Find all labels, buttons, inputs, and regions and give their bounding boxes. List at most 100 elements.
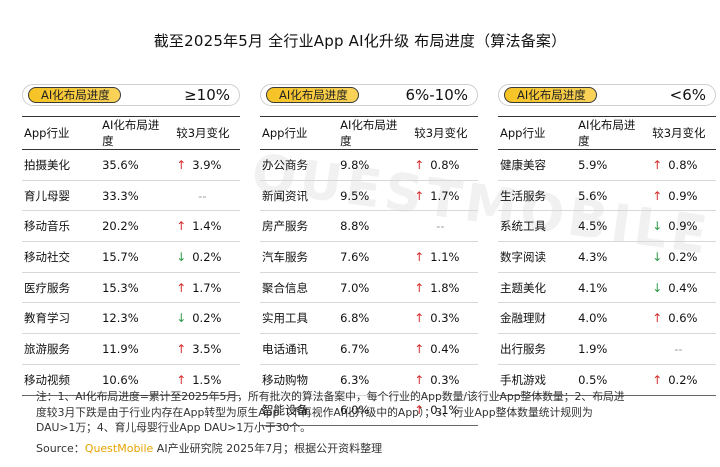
arrow-up-icon: ↑: [414, 311, 425, 326]
progress-cell: 4.5%: [572, 210, 647, 243]
progress-cell: 10.6%: [96, 364, 171, 396]
change-value: 0.2%: [192, 311, 222, 326]
progress-cell: 15.7%: [96, 241, 171, 273]
arrow-up-icon: ↑: [414, 341, 425, 356]
change-cell: ↑ 1.5%: [170, 364, 240, 396]
change-value: 3.9%: [192, 157, 222, 172]
change-cell: ↑ 3.9%: [170, 149, 240, 181]
arrow-up-icon: ↑: [652, 311, 663, 326]
notes: 注：1、AI化布局进度=累计至2025年5月，所有批次的算法备案中，每个行业的A…: [36, 389, 696, 436]
arrow-up-icon: ↑: [414, 249, 425, 264]
column-header: AI化布局进度: [96, 116, 171, 150]
table-row: 数字阅读 4.3% ↓ 0.2%: [498, 241, 716, 273]
progress-cell: 8.8%: [334, 210, 409, 243]
progress-cell: 4.3%: [572, 241, 647, 273]
industry-cell: 数字阅读: [498, 241, 573, 273]
change-value: 0.8%: [668, 157, 698, 172]
arrow-up-icon: ↑: [652, 157, 663, 172]
table-panel: AI化布局进度 6%-10% App行业 AI化布局进度 较3月变化 办公商务 9.8% ↑ 0…: [260, 76, 478, 427]
change-value: 0.6%: [668, 311, 698, 326]
table-header-row: App行业 AI化布局进度 较3月变化: [22, 116, 240, 150]
table-row: 移动音乐 20.2% ↑ 1.4%: [22, 210, 240, 243]
range-label: ≥10%: [184, 86, 230, 104]
arrow-up-icon: ↑: [414, 157, 425, 172]
progress-cell: 20.2%: [96, 210, 171, 243]
industry-cell: 实用工具: [260, 302, 335, 335]
progress-cell: 6.8%: [334, 302, 409, 335]
panel-header: AI化布局进度 6%-10%: [260, 76, 478, 116]
progress-cell: 9.8%: [334, 149, 409, 181]
change-cell: ↓ 0.4%: [646, 272, 716, 304]
source-prefix: Source：: [36, 442, 85, 455]
column-header: App行业: [260, 116, 335, 150]
change-value: 0.9%: [668, 188, 698, 203]
industry-cell: 生活服务: [498, 180, 573, 212]
change-cell: ↑ 3.5%: [170, 333, 240, 365]
change-cell: ↑ 0.4%: [408, 333, 478, 365]
table-row: 手机游戏 0.5% ↑ 0.2%: [498, 364, 716, 396]
column-header: 较3月变化: [170, 116, 240, 150]
change-cell: --: [646, 333, 716, 365]
change-value: 0.4%: [430, 341, 460, 356]
change-cell: ↑ 1.8%: [408, 272, 478, 304]
arrow-up-icon: ↑: [176, 219, 187, 234]
note-line-1: 注：1、AI化布局进度=累计至2025年5月，所有批次的算法备案中，每个行业的A…: [36, 390, 625, 403]
change-cell: --: [408, 210, 478, 243]
change-cell: ↓ 0.9%: [646, 210, 716, 243]
industry-cell: 房产服务: [260, 210, 335, 243]
table-row: 金融理财 4.0% ↑ 0.6%: [498, 302, 716, 335]
range-label: <6%: [669, 86, 706, 104]
change-cell: ↑ 0.8%: [408, 149, 478, 181]
table-row: 出行服务 1.9% --: [498, 333, 716, 365]
panel-header: AI化布局进度 <6%: [498, 76, 716, 116]
progress-cell: 35.6%: [96, 149, 171, 181]
change-cell: ↑ 0.1%: [408, 395, 478, 427]
table-row: 办公商务 9.8% ↑ 0.8%: [260, 149, 478, 181]
table-row: 聚合信息 7.0% ↑ 1.8%: [260, 272, 478, 304]
change-value: 1.7%: [430, 188, 460, 203]
industry-cell: 办公商务: [260, 149, 335, 181]
source-line: Source：QuestMobile AI产业研究院 2025年7月；根据公开资…: [36, 440, 382, 456]
change-value: 0.2%: [192, 249, 222, 264]
arrow-up-icon: ↑: [414, 280, 425, 295]
arrow-down-icon: ↓: [176, 311, 187, 326]
progress-cell: 9.5%: [334, 180, 409, 212]
arrow-down-icon: ↓: [652, 280, 663, 295]
industry-cell: 移动音乐: [22, 210, 97, 243]
industry-cell: 移动购物: [260, 364, 335, 396]
change-cell: --: [170, 180, 240, 212]
industry-cell: 主题美化: [498, 272, 573, 304]
source-brand: QuestMobile: [84, 442, 154, 455]
table-row: 教育学习 12.3% ↓ 0.2%: [22, 302, 240, 335]
industry-cell: 汽车服务: [260, 241, 335, 273]
progress-cell: 6.3%: [334, 364, 409, 396]
arrow-up-icon: ↑: [414, 403, 425, 418]
arrow-up-icon: ↑: [414, 188, 425, 203]
column-header: 较3月变化: [646, 116, 716, 150]
progress-cell: 15.3%: [96, 272, 171, 304]
table-row: 医疗服务 15.3% ↑ 1.7%: [22, 272, 240, 304]
table-row: 移动社交 15.7% ↓ 0.2%: [22, 241, 240, 273]
progress-cell: 0.5%: [572, 364, 647, 396]
progress-cell: 7.0%: [334, 272, 409, 304]
progress-cell: 4.0%: [572, 302, 647, 335]
arrow-down-icon: ↓: [652, 219, 663, 234]
progress-table: App行业 AI化布局进度 较3月变化 拍摄美化 35.6% ↑ 3.9% 育儿母婴 33.3%…: [22, 116, 240, 396]
progress-cell: 6.0%: [334, 395, 409, 427]
change-value: --: [436, 219, 445, 234]
change-value: 0.4%: [668, 280, 698, 295]
table-row: 健康美容 5.9% ↑ 0.8%: [498, 149, 716, 181]
industry-cell: 健康美容: [498, 149, 573, 181]
change-value: 1.5%: [192, 372, 222, 387]
industry-cell: 系统工具: [498, 210, 573, 243]
arrow-up-icon: ↑: [176, 341, 187, 356]
change-cell: ↑ 0.9%: [646, 180, 716, 212]
progress-cell: 12.3%: [96, 302, 171, 335]
progress-table: App行业 AI化布局进度 较3月变化 健康美容 5.9% ↑ 0.8% 生活服务 5.6% ↑ 0…: [498, 116, 716, 396]
table-header-row: App行业 AI化布局进度 较3月变化: [498, 116, 716, 150]
table-row: 移动购物 6.3% ↑ 0.3%: [260, 364, 478, 396]
change-value: 0.9%: [668, 219, 698, 234]
arrow-down-icon: ↓: [652, 249, 663, 264]
change-cell: ↑ 1.7%: [408, 180, 478, 212]
change-value: --: [198, 188, 207, 203]
